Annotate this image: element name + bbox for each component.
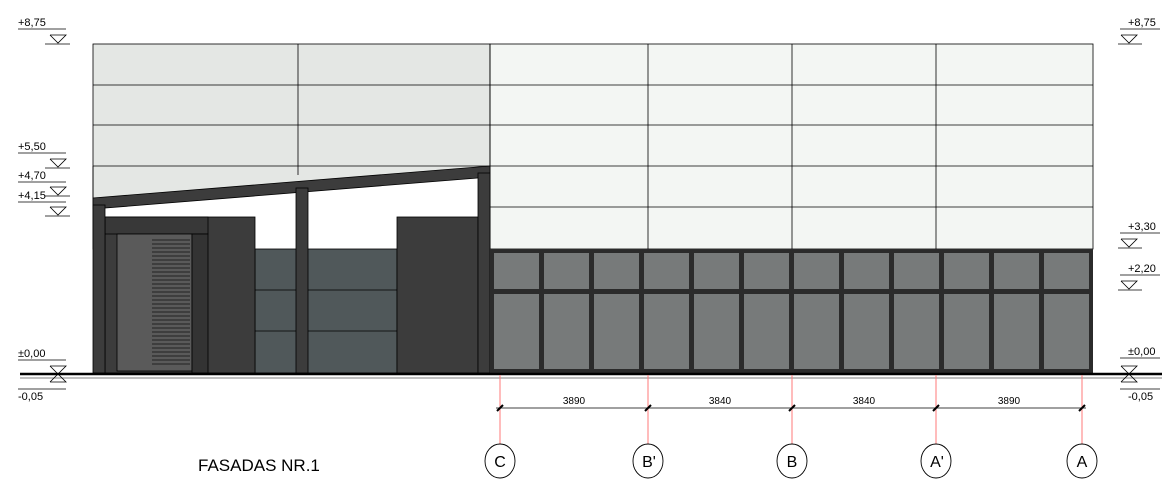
level-left-005: -0,05 — [18, 391, 43, 403]
door-louvers — [152, 239, 190, 365]
level-left-415: +4,15 — [18, 190, 46, 202]
axis-label-b: B — [787, 454, 798, 471]
axis-bubbles — [484, 443, 1098, 479]
level-left-550: +5,50 — [18, 141, 46, 153]
axis-label-c: C — [494, 454, 506, 471]
level-right-000: ±0,00 — [1128, 346, 1155, 358]
axis-bubble-b-prime — [632, 443, 664, 479]
dark-glazing — [254, 248, 398, 374]
axis-lines — [499, 375, 1083, 445]
right-volume — [396, 216, 479, 374]
level-left-875: +8,75 — [18, 17, 46, 29]
dimension-2: 3840 — [709, 396, 732, 407]
canopy-column-right — [477, 172, 491, 374]
level-markers-left — [18, 28, 70, 390]
level-right-005: -0,05 — [1128, 391, 1153, 403]
level-markers-right — [1118, 28, 1160, 390]
level-left-000: ±0,00 — [18, 348, 45, 360]
curtain-wall — [490, 249, 1093, 373]
upper-panels — [92, 43, 1094, 250]
dimension-1: 3890 — [563, 396, 586, 407]
axis-label-a: A — [1077, 454, 1088, 471]
canopy-column-left — [92, 204, 106, 374]
dimension-3: 3840 — [853, 396, 876, 407]
dimension-4: 3890 — [998, 396, 1021, 407]
axis-label-a-prime: A' — [930, 454, 944, 471]
dimension-line — [496, 404, 1086, 412]
entrance-door — [116, 233, 193, 372]
level-right-875: +8,75 — [1128, 17, 1156, 29]
axis-bubble-a-prime — [920, 443, 952, 479]
axis-bubble-a — [1066, 443, 1098, 479]
level-left-470: +4,70 — [18, 170, 46, 182]
upper-panel-right — [489, 43, 1094, 250]
drawing-title: FASADAS NR.1 — [198, 456, 320, 475]
axis-bubble-b — [776, 443, 808, 479]
axis-bubble-c — [484, 443, 516, 479]
level-right-220: +2,20 — [1128, 263, 1156, 275]
entrance-block — [92, 165, 491, 374]
axis-label-b-prime: B' — [642, 454, 656, 471]
level-right-330: +3,30 — [1128, 221, 1156, 233]
canopy-column-middle — [295, 187, 309, 374]
